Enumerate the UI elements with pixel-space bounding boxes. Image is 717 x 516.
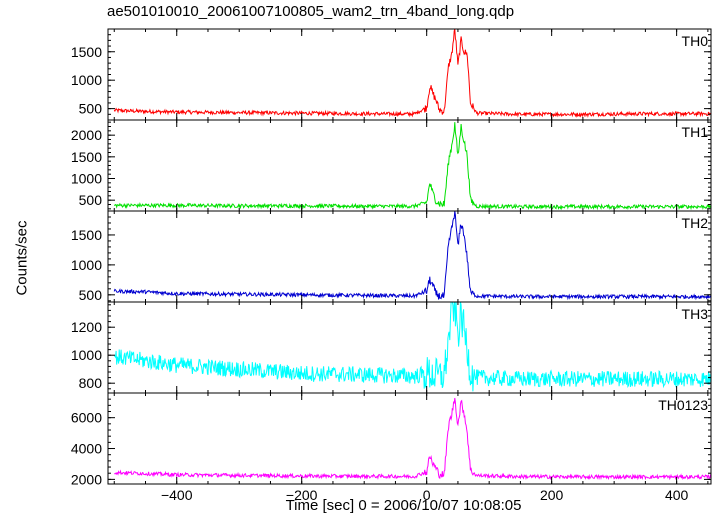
y-tick-label: 500 (79, 101, 103, 117)
series-line-th1 (113, 122, 712, 211)
panel-label-th1: TH1 (682, 124, 709, 140)
y-tick-label: 500 (79, 287, 103, 303)
y-tick-label: 1000 (71, 171, 102, 187)
y-tick-label: 800 (79, 375, 103, 391)
x-axis-label: Time [sec] 0 = 2006/10/07 10:08:05 (285, 497, 522, 514)
y-tick-label: 1000 (71, 347, 102, 363)
y-tick-label: 1000 (71, 72, 102, 88)
y-tick-label: 6000 (71, 410, 102, 426)
y-tick-label: 2000 (71, 471, 102, 487)
y-tick-label: 4000 (71, 441, 102, 457)
y-tick-label: 1200 (71, 319, 102, 335)
y-tick-label: 1500 (71, 149, 102, 165)
panel-frame (107, 210, 712, 303)
panel-label-th0: TH0 (682, 33, 709, 49)
x-tick-label: 200 (540, 487, 564, 503)
chart-title: ae501010010_20061007100805_wam2_trn_4ban… (107, 3, 515, 20)
x-tick-label: −200 (286, 487, 318, 503)
series-line-th3 (114, 301, 712, 392)
series-line-th0 (113, 28, 712, 118)
panel-label-th3: TH3 (682, 306, 709, 322)
series-line-th2 (113, 210, 712, 301)
y-tick-label: 500 (79, 192, 103, 208)
y-tick-label: 1500 (71, 44, 102, 60)
y-axis-label: Counts/sec (13, 220, 31, 296)
x-tick-label: −400 (161, 487, 193, 503)
y-tick-label: 1000 (71, 257, 102, 273)
panel-frame (107, 28, 712, 121)
panel-label-th2: TH2 (682, 215, 709, 231)
x-tick-label: 400 (665, 487, 689, 503)
y-tick-label: 1500 (71, 227, 102, 243)
y-tick-label: 2000 (71, 127, 102, 143)
panel-frame (107, 392, 712, 485)
series-line-th0123 (114, 397, 712, 481)
x-tick-label: 0 (423, 487, 431, 503)
panel-label-th0123: TH0123 (658, 397, 708, 413)
panel-frame (107, 119, 712, 212)
